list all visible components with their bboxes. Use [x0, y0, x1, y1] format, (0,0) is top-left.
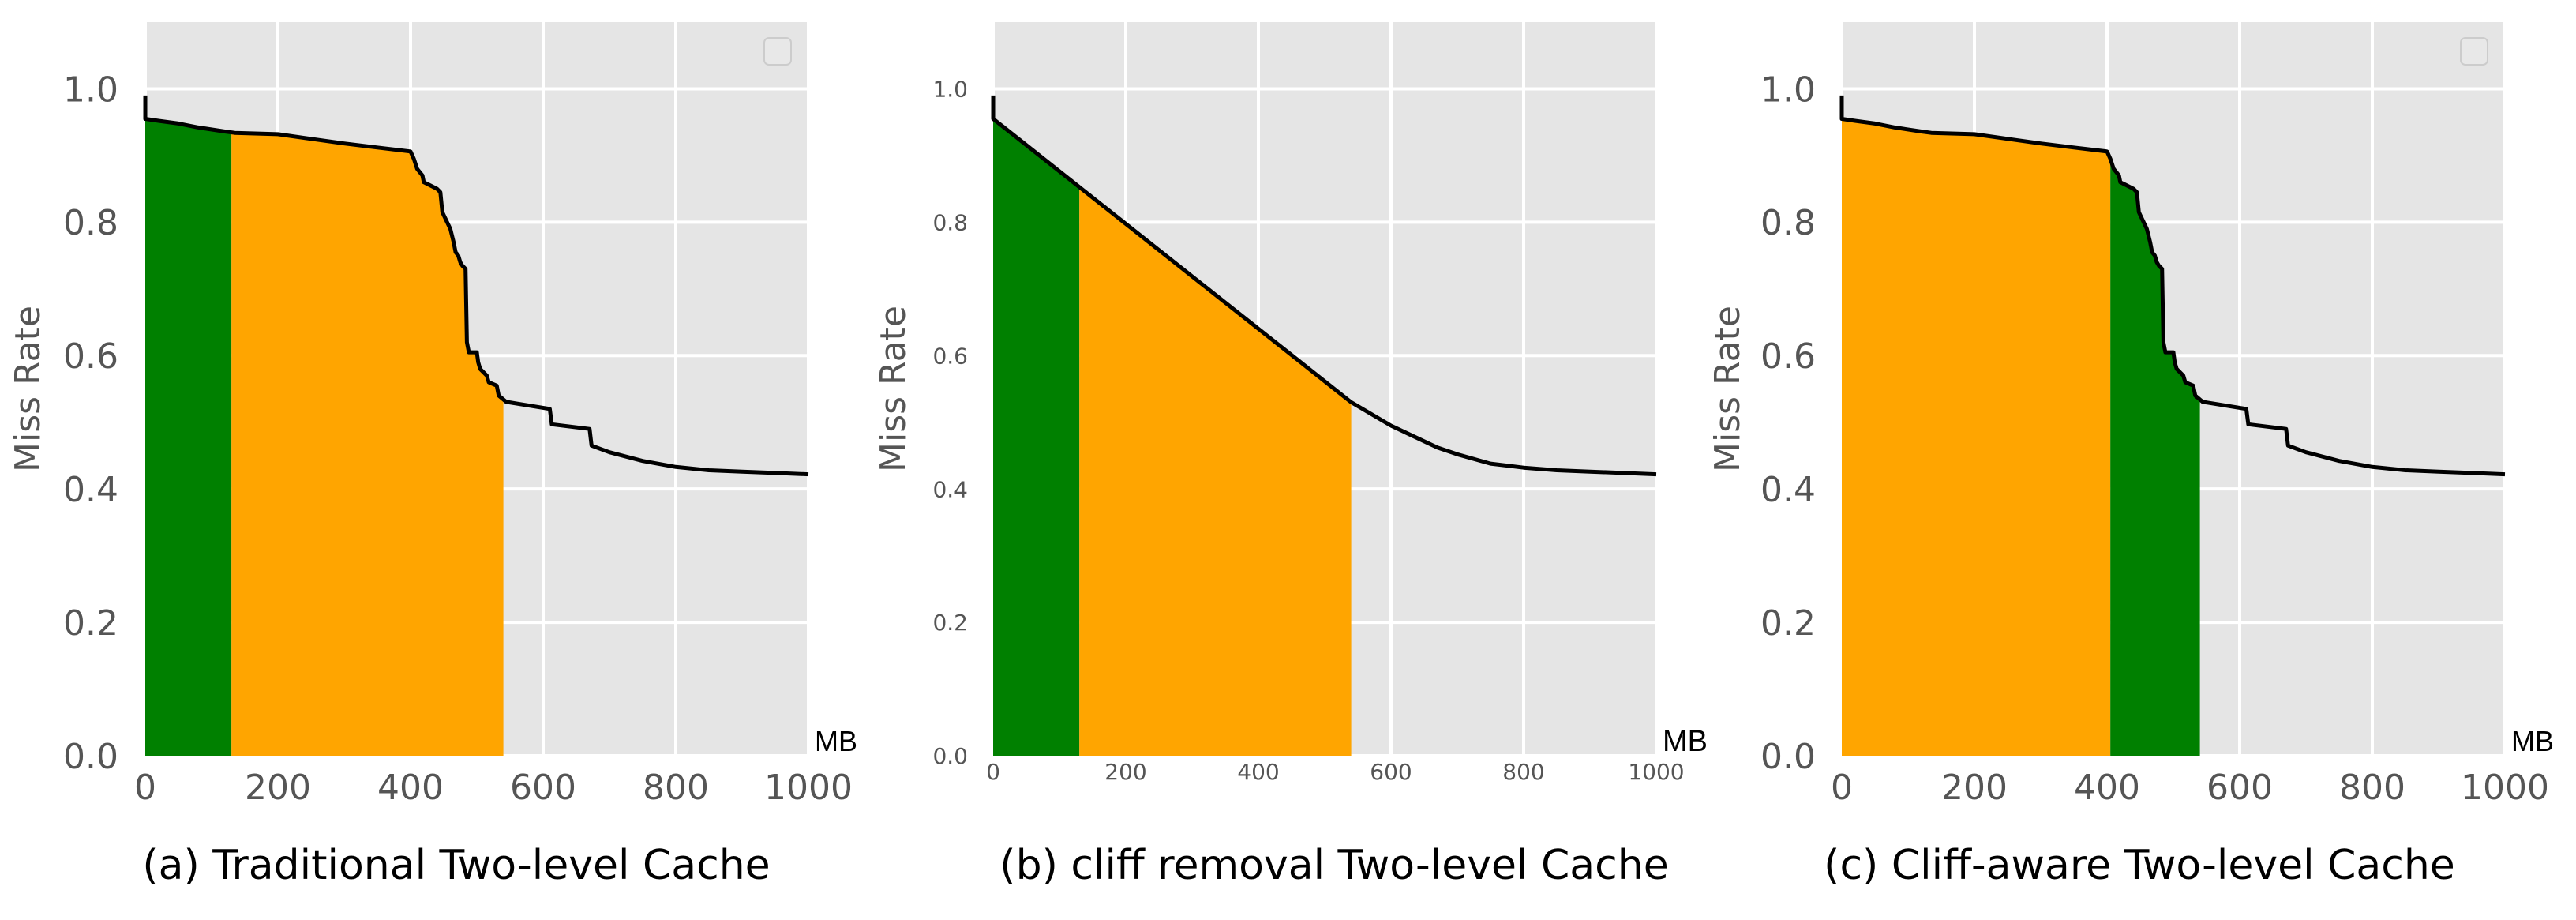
x-tick-label: 400 — [1237, 759, 1279, 785]
y-tick-label: 0.8 — [932, 209, 968, 235]
y-axis-label: Miss Rate — [1708, 306, 1748, 472]
miss-rate-line — [991, 95, 1657, 477]
y-tick-label: 0.6 — [932, 343, 968, 369]
x-tick-label: 400 — [2074, 768, 2140, 808]
x-tick-label: 600 — [1370, 759, 1412, 785]
x-tick-label: 1000 — [764, 768, 853, 808]
y-tick-label: 1.0 — [1760, 69, 1816, 110]
x-tick-label: 800 — [1502, 759, 1544, 785]
x-tick-label: 0 — [134, 768, 156, 808]
unit-label: MB — [1663, 725, 1708, 758]
x-tick-label: 200 — [245, 768, 311, 808]
x-tick-label: 0 — [986, 759, 1000, 785]
y-axis-label: Miss Rate — [8, 306, 48, 472]
x-tick-label: 800 — [643, 768, 709, 808]
y-tick-label: 0.8 — [1760, 203, 1816, 243]
x-tick-label: 400 — [377, 768, 444, 808]
x-tick-label: 600 — [2207, 768, 2273, 808]
panel-a: 0 200 400 600 800 1000 0.0 0.2 0.4 0.6 0.8 1.0 Miss … — [8, 22, 857, 808]
shaded-region-2 — [1079, 186, 1352, 756]
shaded-region-2 — [2110, 159, 2200, 757]
y-tick-label: 0.4 — [63, 470, 118, 510]
y-tick-label: 0.4 — [932, 476, 968, 502]
shaded-region-1 — [1842, 118, 2111, 756]
miss-rate-line — [1839, 95, 2506, 477]
y-tick-label: 0.4 — [1760, 470, 1816, 510]
legend-box — [763, 37, 792, 66]
y-tick-label: 0.0 — [1760, 737, 1816, 777]
x-tick-label: 0 — [1831, 768, 1853, 808]
y-tick-label: 0.6 — [1760, 336, 1816, 377]
unit-label: MB — [2511, 725, 2554, 757]
y-tick-label: 0.8 — [63, 203, 118, 243]
y-tick-label: 0.2 — [932, 610, 968, 636]
miss-rate-line — [143, 95, 809, 477]
y-tick-label: 1.0 — [63, 69, 118, 110]
y-tick-label: 0.6 — [63, 336, 118, 377]
x-tick-label: 1000 — [1628, 759, 1684, 785]
panel-b: 0 200 400 600 800 1000 0.0 0.2 0.4 0.6 0.8 1.0 Miss … — [873, 22, 1708, 785]
shaded-region-1 — [145, 118, 232, 756]
x-tick-label: 600 — [510, 768, 576, 808]
y-axis-label: Miss Rate — [873, 306, 913, 472]
shaded-region-2 — [231, 132, 504, 757]
x-tick-label: 200 — [1941, 768, 2008, 808]
y-tick-label: 0.0 — [63, 737, 118, 777]
shaded-region-1 — [993, 118, 1080, 756]
y-tick-label: 0.2 — [63, 603, 118, 644]
legend-box — [2460, 37, 2488, 66]
x-tick-label: 200 — [1104, 759, 1146, 785]
x-tick-label: 1000 — [2461, 768, 2549, 808]
caption-c: (c) Cliff-aware Two-level Cache — [1824, 842, 2455, 889]
y-tick-label: 0.0 — [932, 743, 968, 769]
panel-c: 0 200 400 600 800 1000 0.0 0.2 0.4 0.6 0.8 1.0 Miss … — [1708, 22, 2554, 808]
caption-a: (a) Traditional Two-level Cache — [142, 842, 771, 889]
y-tick-label: 1.0 — [932, 77, 968, 103]
caption-b: (b) cliff removal Two-level Cache — [999, 842, 1669, 889]
x-tick-label: 800 — [2339, 768, 2405, 808]
y-tick-label: 0.2 — [1760, 603, 1816, 644]
unit-label: MB — [815, 725, 857, 757]
